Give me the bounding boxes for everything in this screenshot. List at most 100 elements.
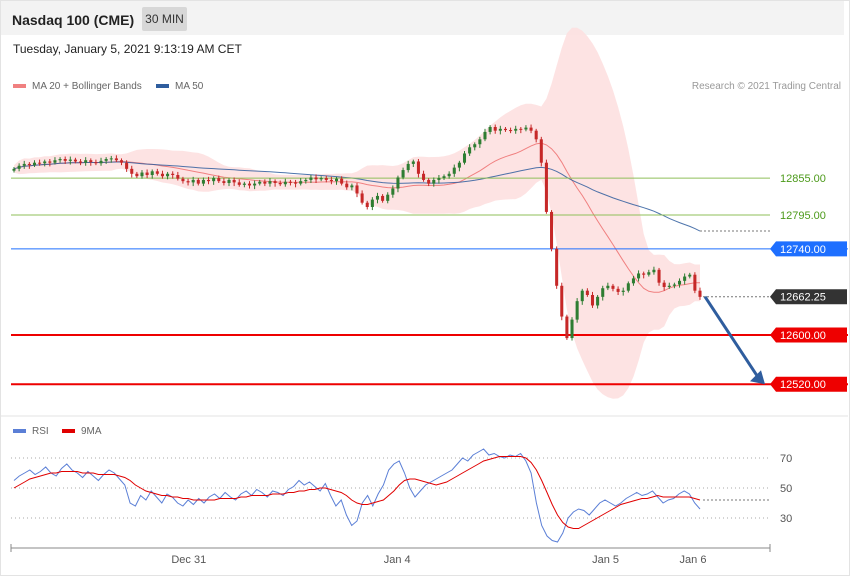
legend-rsi-swatch <box>13 429 26 434</box>
candle-body <box>355 185 359 194</box>
rsi-tick-label: 70 <box>780 453 792 465</box>
candle-body <box>683 276 687 281</box>
candle-body <box>258 181 262 184</box>
candle-body <box>350 185 354 188</box>
candle-body <box>555 248 559 286</box>
candle-body <box>191 179 195 183</box>
level-label-3: 12662.25 <box>780 292 826 304</box>
ma50-line <box>13 161 701 232</box>
candle-body <box>550 211 554 249</box>
forecast-arrow-shaft <box>703 295 760 379</box>
candle-body <box>176 175 180 179</box>
candle-body <box>212 178 216 182</box>
legend-rsi-label: RSI <box>32 426 49 437</box>
candle-body <box>575 301 579 320</box>
rsi-tick-label: 50 <box>780 483 792 495</box>
candle-body <box>48 161 52 163</box>
candle-body <box>253 183 257 186</box>
candle-body <box>427 179 431 184</box>
candle-body <box>166 173 170 177</box>
level-label-bg-2 <box>770 241 847 257</box>
candle-body <box>416 161 420 174</box>
candle-body <box>99 160 103 164</box>
candle-body <box>406 163 410 171</box>
legend-9ma: 9MA <box>62 426 102 437</box>
candle-body <box>493 127 497 131</box>
x-tick-label: Jan 4 <box>384 554 411 566</box>
candle-body <box>677 280 682 285</box>
candle-body <box>386 194 390 201</box>
candle-body <box>447 173 451 177</box>
candle-body <box>647 272 651 275</box>
candle-body <box>524 127 528 130</box>
candle-body <box>611 285 615 289</box>
candle-body <box>498 128 502 131</box>
legend-ma20-swatch <box>13 84 26 89</box>
candle-body <box>370 199 374 207</box>
candle-body <box>22 163 26 166</box>
candle-body <box>411 161 415 164</box>
candle-body <box>242 183 246 185</box>
timeframe-button[interactable]: 30 MIN <box>142 7 187 31</box>
candle-body <box>606 285 610 289</box>
candle-body <box>150 171 154 175</box>
candle-body <box>652 269 656 273</box>
credit-text: Research © 2021 Trading Central <box>691 81 841 92</box>
candle-body <box>299 181 303 184</box>
candle-body <box>693 274 697 291</box>
candle-body <box>365 202 369 207</box>
legend-ma20: MA 20 + Bollinger Bands <box>13 81 142 92</box>
ma20-line <box>13 142 700 293</box>
candle-body <box>637 273 641 279</box>
candle-body <box>488 127 492 132</box>
level-label-bg-5 <box>770 376 847 392</box>
level-label-bg-4 <box>770 327 847 343</box>
candle-body <box>278 183 282 185</box>
candle-body <box>688 274 692 277</box>
candle-body <box>596 296 600 306</box>
level-label-bg-3 <box>770 289 847 305</box>
candle-body <box>227 179 231 183</box>
candle-body <box>114 158 118 161</box>
candle-body <box>329 179 333 182</box>
candle-body <box>27 163 31 166</box>
candle-body <box>631 278 635 284</box>
candle-body <box>181 178 185 182</box>
candle-body <box>657 269 661 283</box>
legend-ma50-label: MA 50 <box>175 81 204 92</box>
candle-body <box>53 160 57 163</box>
candle-body <box>478 139 482 145</box>
candle-body <box>268 181 272 184</box>
candle-body <box>109 158 113 160</box>
header-bar: Nasdaq 100 (CME) 30 MIN <box>1 1 844 35</box>
x-tick-label: Jan 6 <box>680 554 707 566</box>
candle-body <box>201 179 205 184</box>
candle-body <box>135 173 139 177</box>
candle-body <box>560 285 564 317</box>
candle-body <box>375 195 380 200</box>
candle-body <box>140 172 144 177</box>
candle-body <box>539 139 543 163</box>
candle-body <box>160 173 164 177</box>
candle-body <box>529 127 533 131</box>
candle-body <box>171 173 175 175</box>
candle-body <box>672 284 676 286</box>
x-tick-label: Dec 31 <box>171 554 206 566</box>
candle-body <box>396 177 400 189</box>
candle-body <box>38 162 42 164</box>
candle-body <box>698 290 702 297</box>
candle-body <box>432 179 436 184</box>
candle-body <box>422 173 426 180</box>
candle-body <box>17 165 21 169</box>
instrument-title: Nasdaq 100 (CME) <box>12 12 135 28</box>
level-label-2: 12740.00 <box>780 244 826 256</box>
candle-body <box>334 178 339 182</box>
candle-body <box>457 162 461 168</box>
level-label-4: 12600.00 <box>780 330 826 342</box>
candle-body <box>452 167 456 174</box>
candle-body <box>58 159 62 161</box>
candle-body <box>104 159 108 161</box>
candle-body <box>237 182 241 185</box>
legend-ma50-swatch <box>156 84 169 89</box>
